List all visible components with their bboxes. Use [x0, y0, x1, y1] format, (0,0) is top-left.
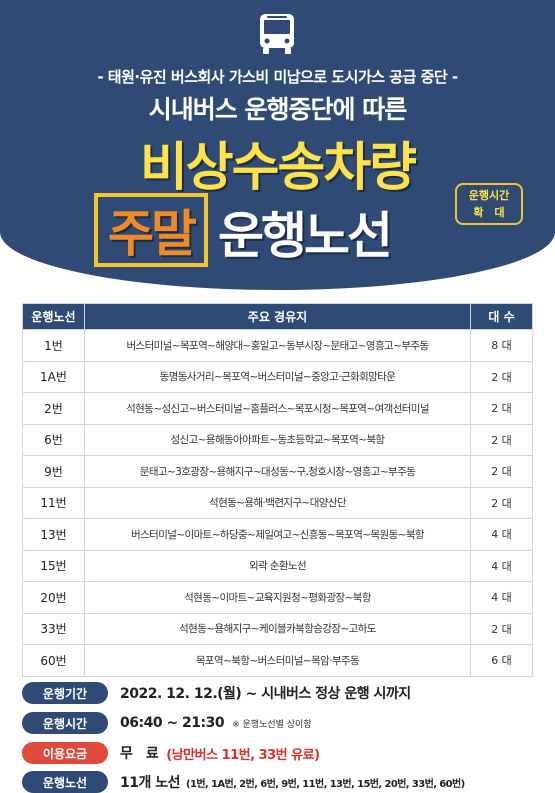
page-title: 비상수송차량: [139, 138, 417, 198]
table-row: 1A번 동명동사거리~목포역~버스터미널~중앙고·근화회망타운 2 대: [22, 360, 533, 393]
weekend-highlight-box: 주말: [94, 193, 208, 267]
page-title-routes: 운행노선: [218, 207, 393, 265]
route-number: 20번: [22, 581, 85, 614]
routes-detail: (1번, 1A번, 2번, 6번, 9번, 11번, 13번, 15번, 20번…: [186, 778, 465, 790]
vehicle-count: 2 대: [470, 486, 533, 519]
hours-value: 06:40 ~ 21:30: [120, 715, 225, 731]
route-stops: 석현동~이마트~교육지원청~평화광장~북항: [84, 581, 471, 614]
route-stops: 석현동~용해지구~케이블카북항승강장~고하도: [84, 612, 471, 645]
route-stops: 목포역~북항~버스터미널~목암·부주동: [84, 644, 471, 677]
header-stops: 주요 경유지: [84, 303, 471, 330]
vehicle-count: 2 대: [470, 392, 533, 425]
vehicle-count: 6 대: [470, 644, 533, 677]
route-number: 15번: [22, 549, 85, 582]
fare-row: 이용요금 무 료 (낭만버스 11번, 33번 유료): [22, 741, 542, 765]
table-row: 33번 석현동~용해지구~케이블카북항승강장~고하도 2 대: [22, 612, 533, 645]
route-number: 2번: [22, 392, 85, 425]
notice-subtitle: - 태원·유진 버스회사 가스비 미납으로 도시가스 공급 중단 -: [97, 68, 458, 86]
route-stops: 동명동사거리~목포역~버스터미널~중앙고·근화회망타운: [84, 360, 471, 393]
period-value: 2022. 12. 12.(월) ~ 시내버스 정상 운행 시까지: [120, 686, 411, 702]
routes-row: 운행노선 11개 노선 (1번, 1A번, 2번, 6번, 9번, 11번, 1…: [22, 770, 542, 793]
route-number: 1A번: [22, 360, 85, 393]
notice-lead: 시내버스 운행중단에 따른: [148, 95, 407, 124]
route-stops: 석현동~용해·백련지구~대양산단: [84, 486, 471, 519]
fare-label: 이용요금: [22, 742, 108, 764]
hours-row: 운행시간 06:40 ~ 21:30 ※ 운행노선별 상이함: [22, 711, 542, 735]
table-row: 2번 석현동~성신고~버스터미널~홈플러스~목포시청~목포역~여객선터미널 2 대: [22, 392, 533, 425]
route-stops: 문태고~3호광장~용해지구~대성동~구.청호시장~영흥고~부주동: [84, 455, 471, 488]
table-row: 15번 외곽 순환노선 4 대: [22, 549, 533, 582]
table-row: 1번 버스터미널~목포역~해양대~홍일고~동부시장~문태고~영흥고~부주동 8 대: [22, 329, 533, 362]
table-row: 20번 석현동~이마트~교육지원청~평화광장~북항 4 대: [22, 581, 533, 614]
badge-line1: 운행시간: [468, 189, 510, 202]
header-banner: [0, 0, 555, 290]
route-stops: 성신고~용해동아아파트~동초등학교~목포역~북항: [84, 423, 471, 456]
fare-note: (낭만버스 11번, 33번 유료): [166, 747, 320, 763]
hours-label: 운행시간: [22, 712, 108, 734]
vehicle-count: 2 대: [470, 612, 533, 645]
table-row: 60번 목포역~북항~버스터미널~목암·부주동 6 대: [22, 644, 533, 677]
vehicle-count: 8 대: [470, 329, 533, 362]
vehicle-count: 4 대: [470, 518, 533, 551]
vehicle-count: 4 대: [470, 581, 533, 614]
table-row: 13번 버스터미널~이마트~하당중~제일여고~신흥동~목포역~목원동~북항 4 대: [22, 518, 533, 551]
route-table: 운행노선 주요 경유지 대 수 1번 버스터미널~목포역~해양대~홍일고~동부시장…: [22, 303, 533, 677]
route-number: 60번: [22, 644, 85, 677]
route-number: 9번: [22, 455, 85, 488]
period-label: 운행기간: [22, 682, 108, 704]
route-stops: 버스터미널~목포역~해양대~홍일고~동부시장~문태고~영흥고~부주동: [84, 329, 471, 362]
period-row: 운행기간 2022. 12. 12.(월) ~ 시내버스 정상 운행 시까지: [22, 681, 542, 705]
table-header-row: 운행노선 주요 경유지 대 수: [22, 303, 533, 330]
vehicle-count: 2 대: [470, 423, 533, 456]
route-number: 11번: [22, 486, 85, 519]
route-stops: 버스터미널~이마트~하당중~제일여고~신흥동~목포역~목원동~북항: [84, 518, 471, 551]
fare-value: 무 료: [120, 746, 159, 762]
vehicle-count: 4 대: [470, 549, 533, 582]
vehicle-count: 2 대: [470, 360, 533, 393]
vehicle-count: 2 대: [470, 455, 533, 488]
bus-icon: [260, 14, 294, 54]
route-number: 33번: [22, 612, 85, 645]
table-row: 6번 성신고~용해동아아파트~동초등학교~목포역~북항 2 대: [22, 423, 533, 456]
table-row: 11번 석현동~용해·백련지구~대양산단 2 대: [22, 486, 533, 519]
hours-note: ※ 운행노선별 상이함: [232, 719, 312, 730]
header-count: 대 수: [470, 303, 533, 330]
route-number: 13번: [22, 518, 85, 551]
header-route: 운행노선: [22, 303, 85, 330]
table-row: 9번 문태고~3호광장~용해지구~대성동~구.청호시장~영흥고~부주동 2 대: [22, 455, 533, 488]
route-stops: 석현동~성신고~버스터미널~홈플러스~목포시청~목포역~여객선터미널: [84, 392, 471, 425]
route-number: 1번: [22, 329, 85, 362]
route-number: 6번: [22, 423, 85, 456]
badge-line2: 확 대: [473, 206, 505, 219]
hours-extended-badge: 운행시간 확 대: [455, 183, 523, 225]
weekend-label: 주말: [108, 205, 197, 263]
routes-value: 11개 노선: [120, 775, 181, 791]
route-stops: 외곽 순환노선: [84, 549, 471, 582]
routes-label: 운행노선: [22, 771, 108, 793]
